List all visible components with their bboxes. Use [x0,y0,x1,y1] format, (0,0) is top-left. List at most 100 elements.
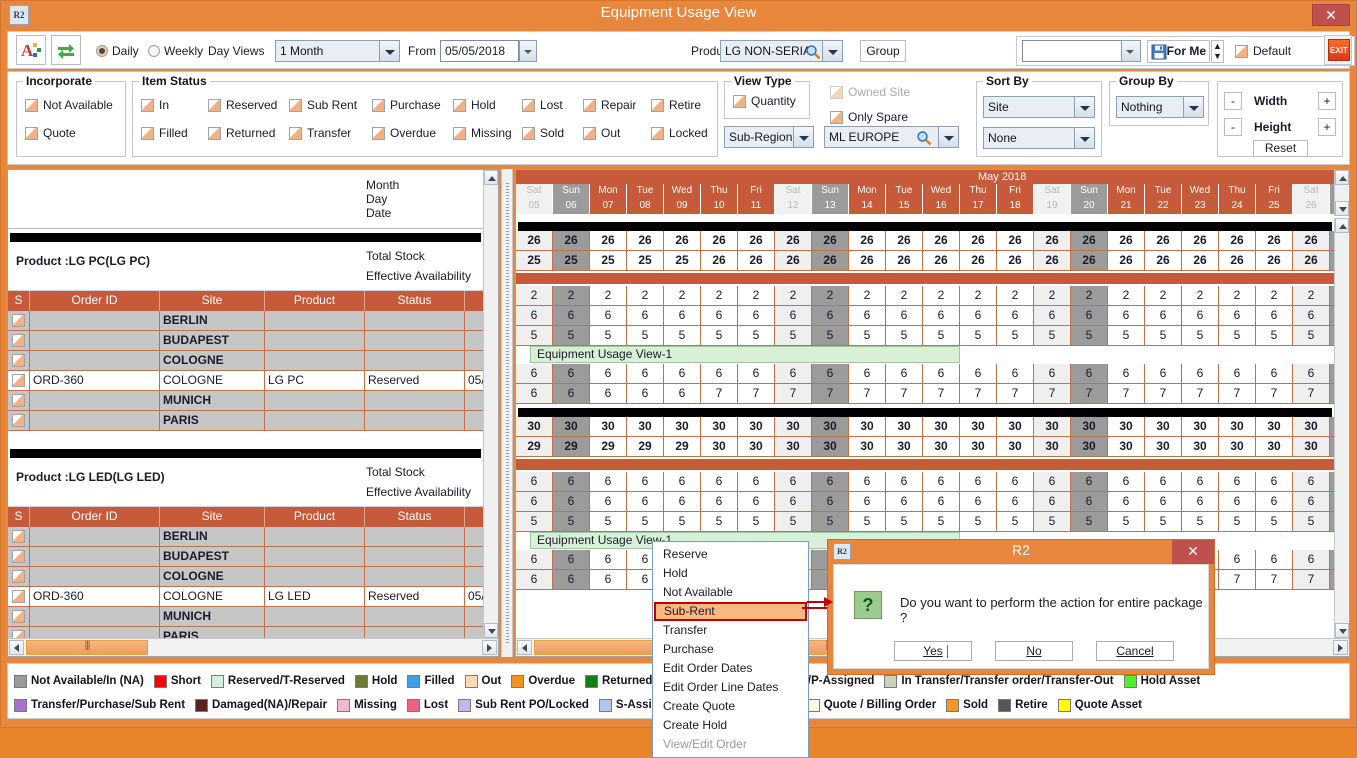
calendar-value-cell[interactable]: 6 [997,472,1034,492]
calendar-value-cell[interactable]: 26 [590,231,627,251]
calendar-value-cell[interactable]: 7 [1330,384,1334,404]
daily-radio[interactable] [96,45,108,57]
calendar-value-cell[interactable]: 26 [1256,231,1293,251]
calendar-value-cell[interactable]: 6 [701,364,738,384]
action-context-menu[interactable]: Reserve Hold Not Available Sub-Rent Transfer… [652,541,809,758]
calendar-value-cell[interactable]: 6 [812,306,849,326]
calendar-value-cell[interactable]: 2 [1071,286,1108,306]
row-select-checkbox[interactable] [12,414,25,427]
calendar-value-cell[interactable]: 6 [1330,550,1334,570]
from-date-input[interactable]: 05/05/2018 [440,40,519,62]
row-select-cell[interactable] [8,567,30,587]
calendar-value-cell[interactable]: 6 [1330,492,1334,512]
calendar-value-cell[interactable]: 6 [1256,550,1293,570]
calendar-value-cell[interactable]: 6 [849,492,886,512]
calendar-value-cell[interactable]: 2 [923,286,960,306]
calendar-value-cell[interactable]: 6 [627,364,664,384]
calendar-value-cell[interactable]: 26 [1293,231,1330,251]
calendar-value-cell[interactable]: 30 [1108,417,1145,437]
calendar-value-cell[interactable]: 30 [1071,417,1108,437]
dialog-cancel-button[interactable]: Cancel [1096,641,1174,661]
reset-button[interactable]: Reset [1253,140,1308,157]
scroll-down-button[interactable] [1335,623,1349,638]
row-select-cell[interactable] [8,411,30,431]
detail-row[interactable]: 22222222222222222222222 [516,286,1334,306]
calendar-date-cell[interactable]: 15 [886,199,923,214]
default-checkbox[interactable] [1235,45,1248,58]
calendar-value-cell[interactable]: 6 [812,472,849,492]
label-reserved[interactable]: Reserved [226,98,278,112]
calendar-value-cell[interactable]: 6 [516,364,553,384]
calendar-value-cell[interactable]: 6 [923,364,960,384]
calendar-value-cell[interactable]: 6 [997,364,1034,384]
calendar-value-cell[interactable]: 5 [1108,326,1145,346]
region-select[interactable]: Sub-Region [724,126,814,148]
calendar-value-cell[interactable]: 5 [627,512,664,532]
calendar-value-cell[interactable]: 26 [1219,231,1256,251]
order-list-hscroll-thumb[interactable] [26,640,148,655]
calendar-value-cell[interactable]: 6 [516,384,553,404]
calendar-value-cell[interactable]: 26 [1034,251,1071,271]
calendar-value-cell[interactable]: 7 [738,384,775,404]
calendar-value-cell[interactable]: 2 [960,286,997,306]
row-select-cell[interactable] [8,331,30,351]
column-header-s[interactable]: S [8,507,30,527]
calendar-value-cell[interactable]: 26 [1108,251,1145,271]
table-row[interactable]: BUDAPEST [8,331,483,351]
calendar-value-cell[interactable]: 29 [664,437,701,457]
calendar-value-cell[interactable]: 6 [1293,550,1330,570]
calendar-value-cell[interactable]: 26 [886,251,923,271]
calendar-value-cell[interactable]: 6 [553,570,590,590]
calendar-value-cell[interactable]: 2 [1182,286,1219,306]
calendar-value-cell[interactable]: 30 [1034,417,1071,437]
table-row[interactable]: MUNICH [8,391,483,411]
scroll-down-button[interactable] [484,623,498,638]
checkbox-not-available[interactable] [25,99,38,112]
calendar-value-cell[interactable]: 6 [590,384,627,404]
calendar-value-cell[interactable]: 6 [849,306,886,326]
calendar-value-cell[interactable]: 6 [1219,364,1256,384]
calendar-value-cell[interactable]: 5 [960,512,997,532]
scroll-up-button[interactable] [1335,170,1349,185]
order-list-grid[interactable]: Month Day Date Product :LG PC(LG PC) Tota… [7,169,499,657]
calendar-value-cell[interactable]: 6 [775,364,812,384]
calendar-value-cell[interactable]: 26 [923,251,960,271]
calendar-value-cell[interactable]: 30 [960,437,997,457]
calendar-date-cell[interactable]: 14 [849,199,886,214]
stock-row[interactable]: 29 29 29 29 29 30 30 30 30 30 30 30 30 30 30 30 30 30 30 30… [516,437,1334,457]
calendar-value-cell[interactable]: 5 [1219,326,1256,346]
calendar-value-cell[interactable]: 6 [1219,306,1256,326]
calendar-value-cell[interactable]: 25 [627,251,664,271]
calendar-value-cell[interactable]: 7 [1293,384,1330,404]
calendar-value-cell[interactable]: 5 [553,512,590,532]
calendar-value-cell[interactable]: 30 [1330,437,1334,457]
calendar-date-cell[interactable]: 11 [738,199,775,214]
calendar-value-cell[interactable]: 5 [1071,326,1108,346]
table-row[interactable]: MUNICH [8,607,483,627]
calendar-value-cell[interactable]: 26 [701,251,738,271]
calendar-value-cell[interactable]: 5 [923,512,960,532]
calendar-value-cell[interactable]: 6 [997,306,1034,326]
row-select-checkbox[interactable] [12,334,25,347]
sort-by-secondary-select[interactable]: None [983,127,1095,149]
checkbox-reserved[interactable] [208,99,221,112]
calendar-value-cell[interactable]: 5 [664,512,701,532]
calendar-value-cell[interactable]: 26 [775,231,812,251]
calendar-value-cell[interactable]: 5 [701,326,738,346]
checkbox-transfer[interactable] [289,127,302,140]
calendar-date-cell[interactable]: 12 [775,199,812,214]
calendar-value-cell[interactable]: 7 [1219,384,1256,404]
label-retire[interactable]: Retire [669,98,702,112]
for-me-button[interactable]: For Me [1147,40,1210,63]
table-row[interactable]: BUDAPEST [8,547,483,567]
calendar-value-cell[interactable]: 6 [1034,306,1071,326]
calendar-value-cell[interactable]: 5 [812,326,849,346]
calendar-value-cell[interactable]: 6 [738,472,775,492]
calendar-value-cell[interactable]: 6 [1182,472,1219,492]
column-header-order-id[interactable]: Order ID [30,291,160,311]
calendar-value-cell[interactable]: 6 [886,492,923,512]
detail-row[interactable]: 55555555555555555555555 [516,512,1334,532]
calendar-value-cell[interactable]: 6 [1219,492,1256,512]
